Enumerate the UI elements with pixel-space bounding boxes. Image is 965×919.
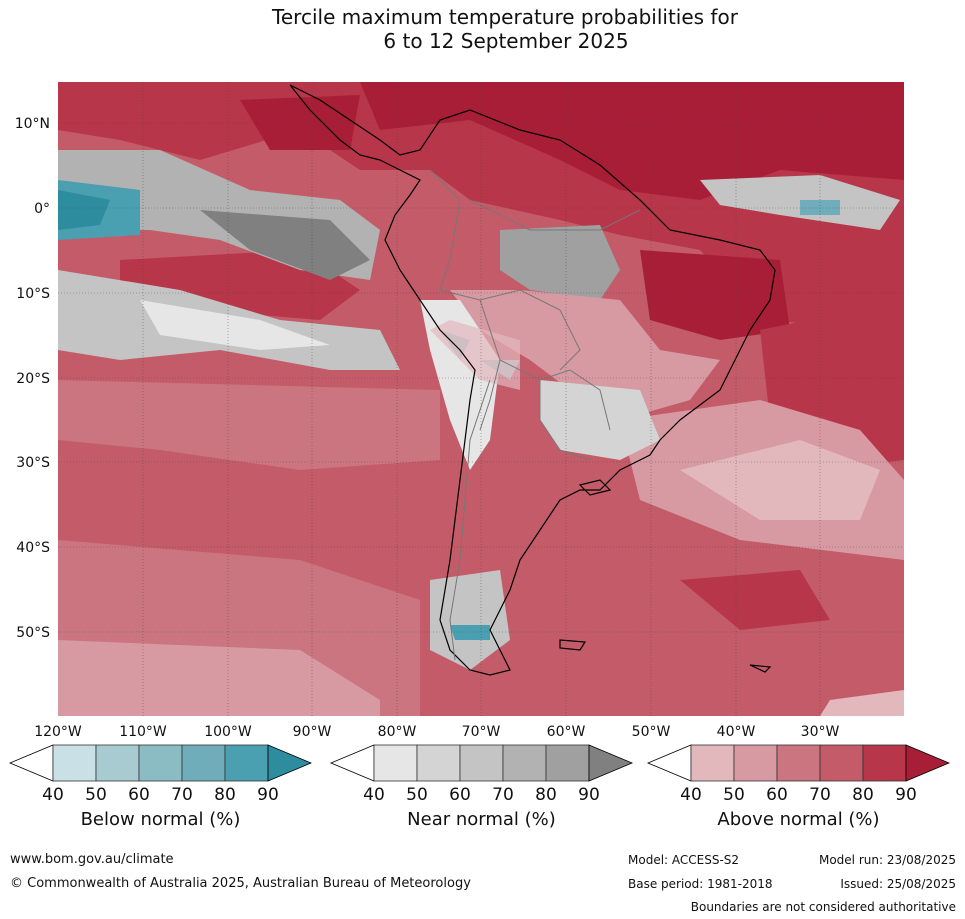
colorbar-segment: [545, 744, 590, 782]
colorbar-segment: [267, 744, 313, 782]
lat-label: 10°N: [15, 116, 50, 132]
colorbar-segment: [502, 744, 547, 782]
colorbar-segment: [181, 744, 226, 782]
colorbar-segment: [224, 744, 269, 782]
lat-label: 40°S: [16, 540, 50, 556]
colorbar-tick-label: 50: [85, 785, 107, 805]
lon-label: 70°W: [462, 724, 501, 740]
lat-label: 30°S: [16, 455, 50, 471]
colorbar-segment: [905, 744, 951, 782]
colorbar-tick-label: 80: [852, 785, 874, 805]
lon-label: 60°W: [547, 724, 586, 740]
colorbar-tick-label: 90: [257, 785, 279, 805]
colorbar-tick-label: 90: [578, 785, 600, 805]
longitude-labels: 120°W 110°W 100°W 90°W 80°W 70°W 60°W 50…: [34, 724, 839, 740]
lon-label: 100°W: [204, 724, 252, 740]
lat-label: 50°S: [16, 625, 50, 641]
colorbar-segment: [95, 744, 140, 782]
map-title-line2: 6 to 12 September 2025: [383, 29, 629, 53]
model-run: Model run: 23/08/2025: [818, 853, 956, 867]
colorbar-segment: [416, 744, 461, 782]
colorbar-tick-label: 90: [895, 785, 917, 805]
model-name: Model: ACCESS-S2: [628, 853, 740, 867]
colorbar-segment: [373, 744, 418, 782]
colorbar-near-normal: 40 50 60 70 80 90 Near normal (%): [329, 744, 634, 830]
lat-label: 20°S: [16, 371, 50, 387]
colorbar-tick-label: 70: [809, 785, 831, 805]
colorbar-segment: [690, 744, 735, 782]
colorbar-segment: [329, 744, 375, 782]
colorbar-tick-label: 40: [363, 785, 385, 805]
colorbar-tick-label: 80: [535, 785, 557, 805]
colorbar-below-normal: 40 50 60 70 80 90 Below normal (%): [8, 744, 313, 830]
lon-label: 40°W: [717, 724, 756, 740]
colorbar-segment: [819, 744, 864, 782]
colorbar-segment: [588, 744, 634, 782]
gridlines: [58, 82, 904, 716]
colorbar-segment: [733, 744, 778, 782]
colorbar-segment: [776, 744, 821, 782]
lon-label: 120°W: [34, 724, 82, 740]
colorbar-tick-label: 60: [766, 785, 788, 805]
colorbar-tick-label: 80: [214, 785, 236, 805]
colorbar-segment: [646, 744, 692, 782]
lon-label: 110°W: [119, 724, 167, 740]
lon-label: 50°W: [632, 724, 671, 740]
map-title-line1: Tercile maximum temperature probabilitie…: [272, 5, 738, 29]
colorbar-segment: [138, 744, 183, 782]
colorbar-segment: [459, 744, 504, 782]
colorbar-tick-label: 70: [492, 785, 514, 805]
colorbar-tick-label: 70: [171, 785, 193, 805]
probability-field: [58, 82, 904, 716]
issued-date: Issued: 25/08/2025: [840, 877, 956, 891]
lon-label: 80°W: [378, 724, 417, 740]
website-url: www.bom.gov.au/climate: [10, 852, 174, 867]
colorbar-above-normal: 40 50 60 70 80 90 Above normal (%): [646, 744, 951, 830]
lon-label: 90°W: [293, 724, 332, 740]
latitude-labels: 10°N 0° 10°S 20°S 30°S 40°S 50°S: [15, 116, 50, 641]
colorbar-tick-label: 60: [128, 785, 150, 805]
colorbar-tick-label: 50: [723, 785, 745, 805]
colorbar-tick-label: 40: [680, 785, 702, 805]
colorbar-title: Near normal (%): [407, 809, 556, 830]
colorbar-title: Below normal (%): [81, 809, 241, 830]
colorbar-title: Above normal (%): [717, 809, 879, 830]
copyright: © Commonwealth of Australia 2025, Austra…: [10, 876, 471, 891]
lat-label: 0°: [34, 201, 50, 217]
colorbar-segment: [8, 744, 54, 782]
colorbar-tick-label: 40: [42, 785, 64, 805]
colorbar-segment: [52, 744, 97, 782]
coastline: [289, 84, 776, 676]
colorbar-tick-label: 60: [449, 785, 471, 805]
lon-label: 30°W: [801, 724, 840, 740]
colorbar-tick-label: 50: [406, 785, 428, 805]
colorbar-segment: [862, 744, 907, 782]
base-period: Base period: 1981-2018: [628, 877, 773, 891]
lat-label: 10°S: [16, 286, 50, 302]
boundaries-disclaimer: Boundaries are not considered authoritat…: [690, 900, 956, 914]
country-borders: [429, 169, 641, 661]
